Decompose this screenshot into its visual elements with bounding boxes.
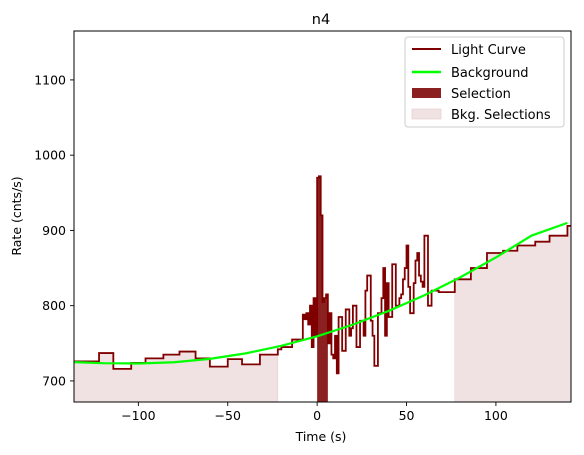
legend-box — [404, 36, 565, 128]
legend-bkg-selections-swatch — [411, 108, 442, 120]
x-tick-label: 50 — [399, 408, 415, 423]
y-tick-label: 700 — [42, 373, 66, 388]
y-axis-label: Rate (cnts/s) — [9, 176, 24, 255]
y-tick-label: 1000 — [34, 148, 66, 163]
x-tick-label: −100 — [121, 408, 155, 423]
background-line — [73, 221, 568, 365]
x-tick-label: 100 — [484, 408, 508, 423]
legend-selection-swatch — [412, 88, 441, 98]
legend-background-label: Background — [451, 66, 529, 81]
y-tick-label: 800 — [42, 298, 66, 313]
series-layer — [73, 175, 571, 375]
plot-frame — [73, 30, 572, 403]
y-axis: 700 800 900 1000 1100 — [34, 72, 74, 388]
y-tick-label: 900 — [42, 223, 66, 238]
x-tick-label: −50 — [215, 408, 241, 423]
chart-title: n4 — [312, 12, 330, 28]
x-axis-label: Time (s) — [295, 429, 347, 444]
legend-bkg-selections-label: Bkg. Selections — [451, 108, 551, 123]
x-tick-label: 0 — [313, 408, 321, 423]
x-axis: −100 −50 0 50 100 — [121, 402, 508, 423]
legend: Light Curve Background Selection Bkg. Se… — [404, 36, 565, 128]
legend-selection-label: Selection — [451, 87, 511, 102]
light-curve-line — [74, 175, 571, 375]
y-tick-label: 1100 — [34, 72, 66, 87]
legend-light-curve-label: Light Curve — [451, 43, 526, 58]
